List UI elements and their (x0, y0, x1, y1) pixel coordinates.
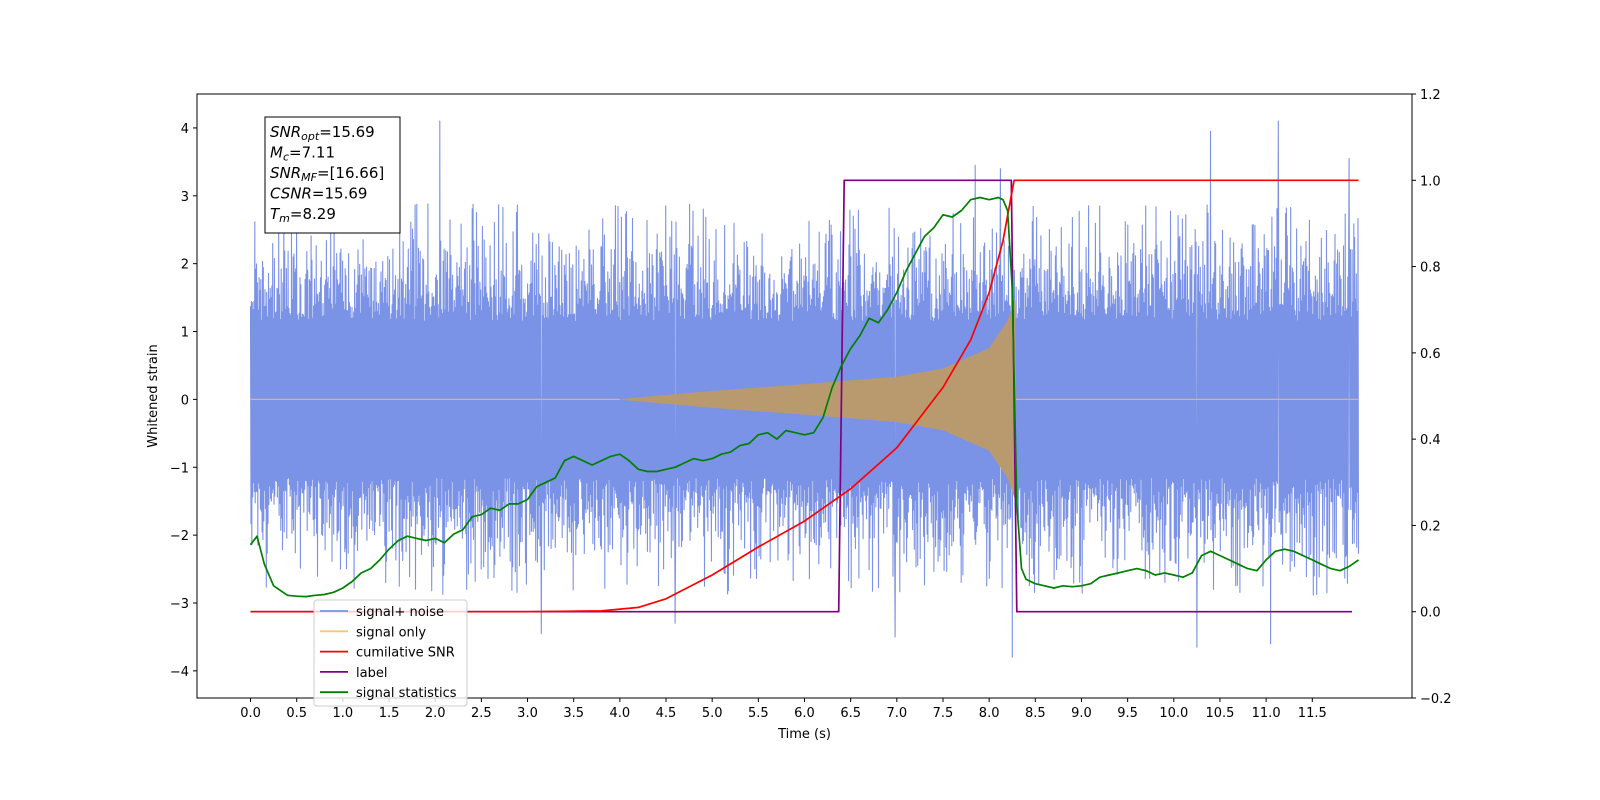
x-tick-label: 8.0 (979, 706, 1000, 721)
info-value: =15.69 (319, 123, 375, 141)
y-right-tick-label: 0.8 (1420, 261, 1441, 276)
x-tick-label: 10.5 (1205, 706, 1234, 721)
info-value: =[16.66] (317, 164, 384, 182)
x-tick-label: 1.5 (379, 706, 400, 721)
info-subscript: MF (301, 171, 317, 184)
info-subscript: m (279, 212, 290, 225)
y-left-tick-label: −2 (170, 529, 189, 544)
y-left-tick-label: −4 (170, 665, 189, 680)
x-tick-label: 2.0 (425, 706, 446, 721)
y-left-tick-label: −3 (170, 597, 189, 612)
y-right-tick-label: −0.2 (1420, 692, 1452, 707)
x-tick-label: 9.5 (1117, 706, 1138, 721)
x-tick-label: 3.5 (563, 706, 584, 721)
info-value: =7.11 (289, 144, 335, 162)
y-left-tick-label: 0 (181, 393, 189, 408)
info-box-line: CSNR=15.69 (270, 185, 367, 203)
x-tick-label: 8.5 (1025, 706, 1046, 721)
x-tick-label: 5.0 (702, 706, 723, 721)
x-axis-label: Time (s) (777, 727, 831, 742)
x-tick-label: 11.5 (1298, 706, 1327, 721)
x-tick-label: 5.5 (748, 706, 769, 721)
legend-entry-label: cumilative SNR (356, 646, 455, 661)
x-tick-label: 0.0 (240, 706, 261, 721)
info-var: CSNR (270, 185, 312, 203)
x-tick-label: 7.5 (933, 706, 954, 721)
x-tick-label: 9.0 (1071, 706, 1092, 721)
legend: signal+ noise signal only cumilative SNR la… (313, 599, 468, 707)
series-cumulative-snr-line (250, 179, 1359, 613)
series-signal-statistics-line (249, 196, 1359, 598)
info-box-line: Tm=8.29 (270, 205, 336, 225)
y-axis-left: 4 3 2 1 0 −1 −2 −3 −4 (170, 122, 197, 680)
x-tick-label: 0.5 (286, 706, 307, 721)
x-tick-label: 3.0 (517, 706, 538, 721)
legend-entry-label: signal only (356, 625, 426, 640)
y-right-tick-label: 0.2 (1420, 519, 1441, 534)
info-var: SNR (270, 123, 301, 141)
info-box-line: Mc=7.11 (270, 144, 335, 164)
x-tick-label: 10.0 (1159, 706, 1188, 721)
series-signal-only-envelope (619, 300, 1017, 499)
info-subscript: opt (301, 130, 320, 143)
info-var: M (270, 144, 283, 162)
x-tick-label: 4.0 (610, 706, 631, 721)
y-right-tick-label: 0.0 (1420, 606, 1441, 621)
y-axis-right: 1.2 1.0 0.8 0.6 0.4 0.2 0.0 −0.2 (1412, 88, 1452, 707)
legend-entry-label: signal+ noise (356, 605, 444, 620)
series-label-line (250, 179, 1352, 613)
info-var: SNR (270, 164, 301, 182)
y-left-tick-label: −1 (170, 461, 189, 476)
y-left-tick-label: 4 (181, 122, 189, 137)
y-left-tick-label: 2 (181, 258, 189, 273)
x-tick-label: 2.5 (471, 706, 492, 721)
x-tick-label: 7.0 (886, 706, 907, 721)
legend-entry-label: signal statistics (356, 686, 457, 701)
info-box-line: SNRMF=[16.66] (270, 164, 384, 184)
y-right-tick-label: 1.0 (1420, 174, 1441, 189)
y-right-tick-label: 0.6 (1420, 347, 1441, 362)
y-left-tick-label: 1 (181, 326, 189, 341)
y-left-tick-label: 3 (181, 190, 189, 205)
info-box-line: SNRopt=15.69 (270, 123, 375, 143)
info-value: =15.69 (312, 185, 368, 203)
y-axis-label: Whitened strain (146, 344, 161, 447)
x-tick-label: 11.0 (1252, 706, 1281, 721)
x-tick-label: 6.0 (794, 706, 815, 721)
x-tick-label: 6.5 (840, 706, 861, 721)
info-value: =8.29 (290, 205, 336, 223)
info-box: SNRopt=15.69Mc=7.11SNRMF=[16.66]CSNR=15.… (264, 116, 401, 234)
x-axis: 0.0 0.5 1.0 1.5 2.0 2.5 3.0 3.5 4.0 4.5 5.0 5.5 6.0 6… (240, 698, 1327, 721)
info-box-frame (264, 116, 401, 234)
legend-entry-label: label (356, 666, 387, 681)
y-right-tick-label: 0.4 (1420, 433, 1441, 448)
info-subscript: c (283, 151, 289, 164)
legend-frame (313, 599, 468, 707)
x-tick-label: 1.0 (333, 706, 354, 721)
y-right-tick-label: 1.2 (1420, 88, 1441, 103)
x-tick-label: 4.5 (656, 706, 677, 721)
info-var: T (270, 205, 281, 223)
plot-area (249, 120, 1360, 658)
